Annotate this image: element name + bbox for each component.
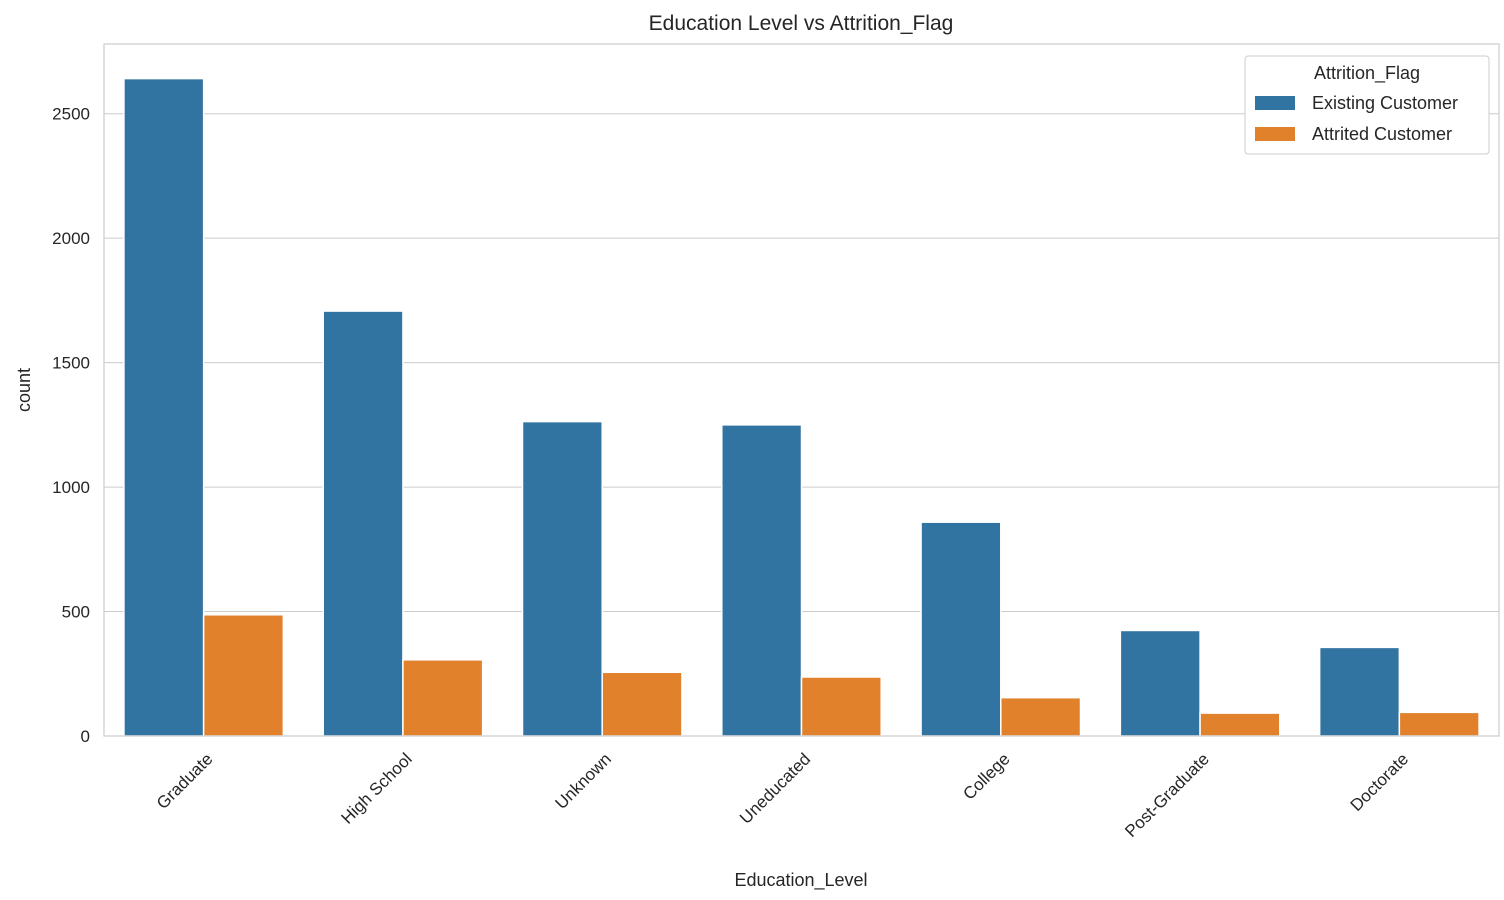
y-tick-label: 0 [81,727,90,746]
x-tick-label-unknown: Unknown [551,749,615,813]
legend-swatch-attrited-customer [1255,127,1295,141]
legend-swatch-existing-customer [1255,96,1295,110]
bars [123,77,1480,737]
chart-title: Education Level vs Attrition_Flag [649,12,954,35]
legend: Attrition_Flag Existing Customer Attrite… [1244,55,1490,155]
bar-doctorate-existing-customer [1318,646,1401,737]
legend-box [1244,55,1490,155]
bar-post-graduate-attrited-customer [1199,712,1281,737]
bar-graduate-attrited-customer [202,614,285,737]
legend-title: Attrition_Flag [1314,63,1420,84]
x-tick-label-high-school: High School [338,749,416,827]
bar-post-graduate-existing-customer [1119,629,1201,737]
x-tick-label-post-graduate: Post-Graduate [1121,749,1213,841]
legend-label-attrited-customer: Attrited Customer [1312,124,1452,144]
y-tick-label: 2000 [52,229,90,248]
legend-label-existing-customer: Existing Customer [1312,93,1458,113]
bar-doctorate-attrited-customer [1398,711,1480,737]
y-axis-label: count [14,368,34,412]
y-tick-label: 500 [62,603,90,622]
x-tick-label-uneducated: Uneducated [736,749,814,827]
y-axis-ticks: 0 500 1000 1500 2000 2500 [52,105,90,746]
bar-graduate-existing-customer [123,77,205,737]
bar-college-attrited-customer [1000,696,1082,737]
y-tick-label: 1000 [52,478,90,497]
x-axis-ticks: Graduate High School Unknown Uneducated Coll… [153,749,1412,841]
bar-unknown-existing-customer [521,420,603,737]
plot-frame [103,43,1500,737]
x-tick-label-graduate: Graduate [153,749,217,813]
x-tick-label-doctorate: Doctorate [1347,749,1413,815]
x-axis-label: Education_Level [734,870,867,891]
bar-high-school-attrited-customer [402,659,484,737]
bar-college-existing-customer [920,521,1002,737]
bar-uneducated-attrited-customer [800,676,882,737]
bar-high-school-existing-customer [322,310,404,737]
bar-uneducated-existing-customer [721,424,803,737]
bar-unknown-attrited-customer [601,671,683,737]
y-tick-label: 2500 [52,105,90,124]
x-tick-label-college: College [959,749,1013,803]
y-tick-label: 1500 [52,354,90,373]
